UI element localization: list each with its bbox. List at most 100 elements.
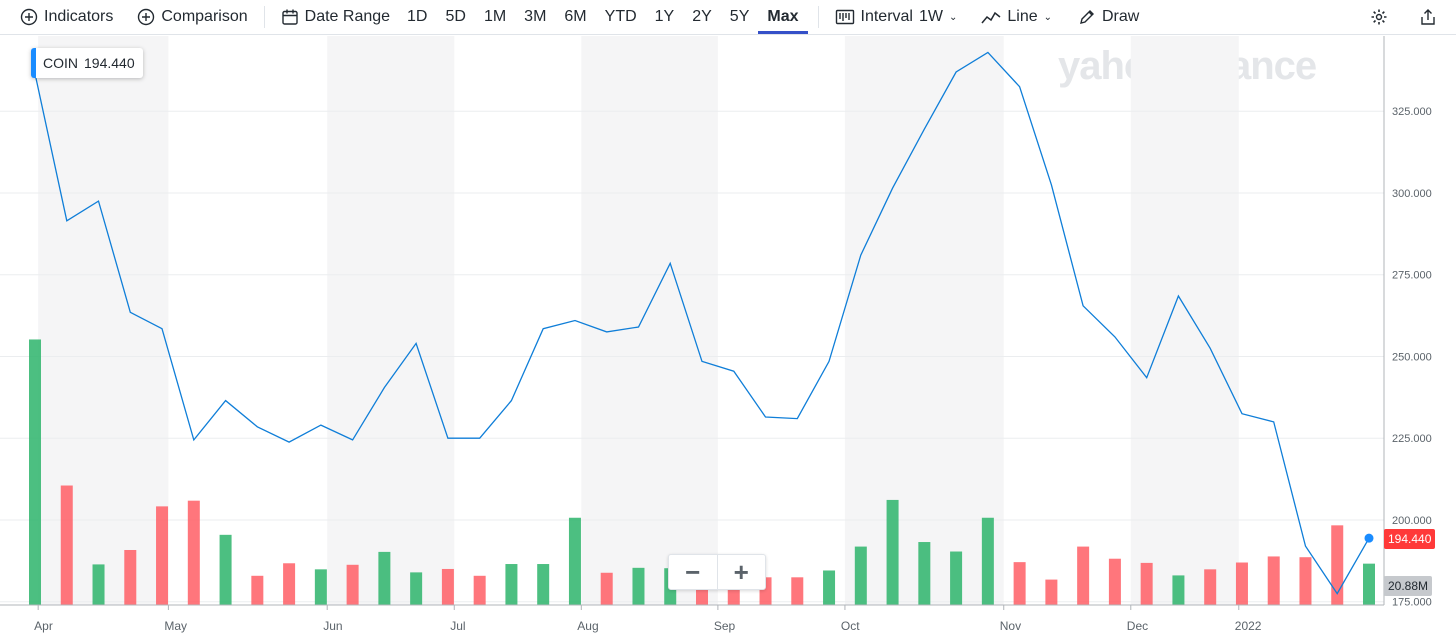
x-tick-label: Dec (1127, 619, 1148, 633)
chart-toolbar: Indicators Comparison Date Range 1D 5D 1M 3… (0, 0, 1456, 35)
volume-bars (29, 339, 1375, 605)
x-tick-label: Sep (714, 619, 736, 633)
zoom-in-button[interactable]: + (733, 556, 749, 587)
range-max[interactable]: Max (758, 0, 808, 34)
plus-circle-icon (138, 8, 155, 26)
volume-bar (886, 499, 899, 605)
interval-label: Interval (860, 8, 913, 25)
last-volume-badge: 20.88M (1384, 576, 1433, 596)
volume-bar (92, 564, 105, 605)
volume-bar (1267, 556, 1280, 605)
volume-bar (600, 572, 613, 605)
volume-bar (346, 564, 359, 605)
month-band (581, 36, 718, 605)
volume-bar (1140, 562, 1153, 605)
volume-bar (1204, 569, 1217, 605)
volume-bar (854, 546, 867, 605)
last-price-dot (1364, 533, 1374, 543)
y-tick-label: 275.000 (1392, 270, 1432, 282)
range-1y[interactable]: 1Y (654, 8, 675, 25)
price-line-group (34, 51, 1374, 595)
tooltip-symbol: COIN (43, 55, 78, 71)
zoom-controls: − + (668, 554, 766, 590)
draw-label: Draw (1102, 8, 1140, 25)
toolbar-divider (263, 6, 265, 28)
volume-bar (791, 577, 804, 605)
interval-dropdown[interactable]: Interval 1W ⌄ (829, 0, 964, 34)
volume-bar (632, 567, 645, 605)
volume-bar (1013, 562, 1026, 605)
y-tick-label: 325.000 (1392, 106, 1432, 118)
y-tick-label: 300.000 (1392, 188, 1432, 200)
volume-bar (60, 485, 73, 605)
y-tick-label: 225.000 (1392, 433, 1432, 445)
indicators-label: Indicators (44, 8, 114, 25)
range-5y[interactable]: 5Y (729, 8, 750, 25)
indicators-button[interactable]: Indicators (14, 0, 119, 34)
calendar-icon (281, 9, 298, 25)
date-range-label: Date Range (304, 8, 391, 25)
candlestick-interval-icon (835, 9, 854, 25)
last-price-badge: 194.440 (1384, 529, 1436, 549)
x-tick-label: Nov (1000, 619, 1021, 633)
x-tick-label: Apr (34, 619, 53, 633)
range-1d[interactable]: 1D (407, 8, 428, 25)
x-tick-label: Jul (450, 619, 465, 633)
volume-bar (156, 506, 169, 605)
share-button[interactable] (1414, 0, 1442, 34)
volume-bar (187, 500, 200, 605)
range-5d[interactable]: 5D (445, 8, 466, 25)
x-tick-label: May (164, 619, 187, 633)
line-chart-icon (981, 11, 1001, 24)
range-6m[interactable]: 6M (564, 8, 587, 25)
grid-lines (0, 110, 1384, 603)
volume-bar (981, 517, 994, 605)
volume-bar (1172, 575, 1185, 605)
tooltip-value: 194.440 (84, 55, 135, 71)
toolbar-divider (817, 6, 819, 28)
month-band (844, 36, 1004, 605)
volume-bar (823, 570, 836, 605)
volume-bar (251, 575, 264, 605)
settings-button[interactable] (1364, 0, 1394, 34)
comparison-label: Comparison (161, 8, 248, 25)
month-band (327, 36, 455, 605)
volume-bar (410, 572, 423, 605)
range-2y[interactable]: 2Y (692, 8, 712, 25)
volume-bar (950, 551, 963, 605)
volume-bar (283, 563, 296, 605)
gear-icon (1371, 9, 1387, 25)
y-tick-label: 175.000 (1392, 597, 1432, 609)
volume-bar (1077, 546, 1090, 605)
chart-type-dropdown[interactable]: Line ⌄ (975, 0, 1058, 34)
chevron-down-icon: ⌄ (948, 11, 958, 23)
volume-bar (378, 551, 391, 605)
x-axis: Apr May Jun Jul Aug Sep Oct Nov Dec 2022 (34, 605, 1262, 633)
date-range-button[interactable]: Date Range (275, 0, 396, 34)
volume-bar (1235, 562, 1248, 605)
volume-bar (918, 542, 931, 605)
x-tick-label: 2022 (1235, 619, 1262, 633)
volume-bar (505, 564, 518, 605)
draw-button[interactable]: Draw (1072, 0, 1145, 34)
x-tick-label: Aug (577, 619, 598, 633)
range-1m[interactable]: 1M (483, 8, 507, 25)
range-selector: 1D 5D 1M 3M 6M YTD 1Y 2Y 5Y Max (398, 0, 808, 34)
volume-bar (568, 517, 581, 605)
month-band (1130, 36, 1239, 605)
y-axis: 325.000 300.000 275.000 250.000 225.000 200.0… (0, 36, 1432, 609)
range-ytd[interactable]: YTD (604, 8, 637, 25)
volume-bar (441, 568, 454, 605)
comparison-button[interactable]: Comparison (131, 0, 253, 34)
crosshair-tooltip: COIN 194.440 (31, 48, 143, 78)
volume-bar (1045, 579, 1058, 605)
volume-bar (1299, 557, 1312, 605)
chevron-down-icon: ⌄ (1043, 11, 1052, 23)
range-3m[interactable]: 3M (524, 8, 547, 25)
volume-bar (1363, 563, 1375, 605)
volume-bar (124, 549, 137, 605)
volume-bar (1331, 525, 1344, 605)
zoom-out-button[interactable]: − (669, 555, 718, 589)
share-icon (1421, 9, 1435, 25)
